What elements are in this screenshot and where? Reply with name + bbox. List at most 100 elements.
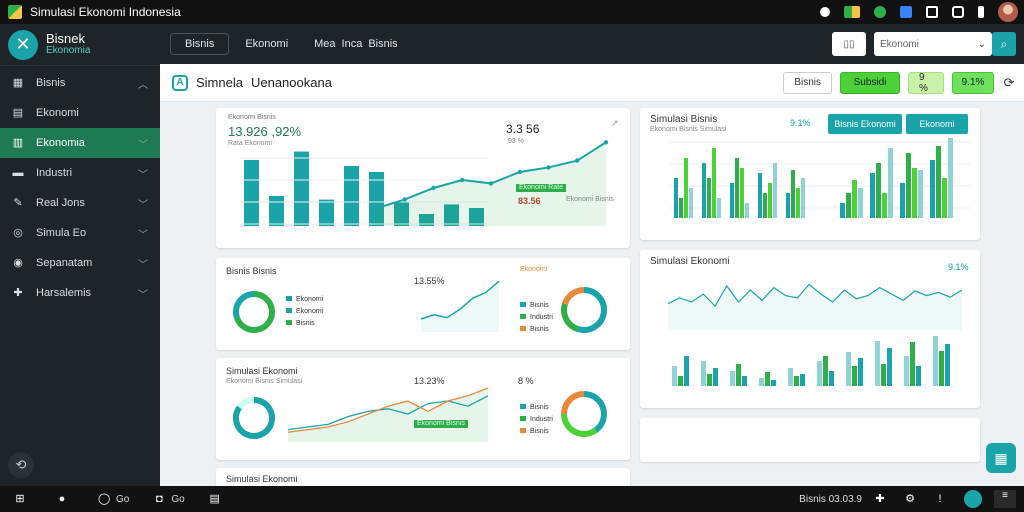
sidebar-item-label: Real Jons xyxy=(36,197,85,209)
sidebar-item-5[interactable]: ◎ Simula Eo ﹀ xyxy=(0,218,160,248)
top-link-bisnis[interactable]: Bisnis xyxy=(368,38,398,50)
start-icon[interactable]: ⊞ xyxy=(15,493,25,505)
sidebar-item-6[interactable]: ◉ Sepanatam ﹀ xyxy=(0,248,160,278)
category-select[interactable]: Ekonomi ⌄ xyxy=(874,32,992,56)
brand[interactable]: ✕ Bisnek Ekonomia xyxy=(0,24,160,66)
legend-swatch xyxy=(520,428,526,433)
chat-icon[interactable] xyxy=(952,6,964,18)
card2-button-2[interactable]: Ekonomi xyxy=(906,114,968,134)
taskbar-app-2[interactable]: ◯ Go xyxy=(98,493,130,505)
donut-left-slice-1 xyxy=(233,291,255,319)
search-icon[interactable]: ⌕ xyxy=(992,32,1016,56)
percent-button[interactable]: 9 % xyxy=(908,71,944,94)
donut-right-slice-1 xyxy=(561,413,598,437)
top-link-ekonomi[interactable]: Ekonomi xyxy=(245,38,289,50)
window-icon[interactable] xyxy=(926,6,938,18)
pin-icon[interactable] xyxy=(978,6,984,18)
tray-teal-icon[interactable] xyxy=(964,490,982,508)
taskbar-app-2-label: Go xyxy=(116,493,130,505)
sidebar-item-label: Simula Eo xyxy=(36,227,87,239)
bar-1-2 xyxy=(713,368,718,386)
sidebar-item-2[interactable]: ▥ Ekonomia ﹀ xyxy=(0,128,160,158)
sidebar-item-label: Ekonomia xyxy=(36,137,85,149)
trend-line xyxy=(420,280,500,320)
bar-2 xyxy=(269,196,284,226)
top-bisnis-button[interactable]: Bisnis xyxy=(170,33,230,55)
taskbar-app-1[interactable]: ● xyxy=(58,493,66,505)
tray-info-icon[interactable]: ! xyxy=(938,493,942,505)
refresh-icon[interactable]: ⟳ xyxy=(1003,74,1015,90)
legend-label: Bisnis xyxy=(530,428,549,435)
calendar-icon[interactable]: ▦ xyxy=(986,443,1016,473)
taskbar-app-3[interactable]: ◘ Go xyxy=(156,493,185,505)
card4-left-legend-1: Ekonomi xyxy=(286,308,323,315)
tray-puzzle-icon[interactable]: ✚ xyxy=(875,493,885,505)
sidebar-item-3[interactable]: ▬ Industri ﹀ xyxy=(0,158,160,188)
document-icon: ▤ xyxy=(12,107,24,119)
bisnis-button[interactable]: Bisnis xyxy=(783,71,832,94)
sidebar-item-0[interactable]: ▦ Bisnis ︿ xyxy=(0,68,160,98)
legend-label: Ekonomi xyxy=(296,308,324,315)
legend-swatch xyxy=(286,296,292,301)
top-link-inca[interactable]: Inca xyxy=(341,38,363,50)
legend-swatch xyxy=(520,326,526,331)
view-toggle-button[interactable]: ▯▯ xyxy=(832,32,866,56)
overview-value-2: 3.3 56 xyxy=(506,122,540,136)
bar-3-0 xyxy=(759,378,764,386)
bar-right-2-1 xyxy=(906,153,911,218)
card5-title: Simulasi Ekonomi xyxy=(226,366,298,376)
simulation-bars-card: Simulasi Bisnis Ekonomi Bisnis Simulasi … xyxy=(640,108,980,240)
area-fill xyxy=(668,284,962,330)
bar-0-1 xyxy=(678,376,683,386)
bar-right-1-0 xyxy=(870,173,875,218)
legend-swatch xyxy=(520,302,526,307)
notification-icon[interactable] xyxy=(900,6,912,18)
network-icon[interactable] xyxy=(874,6,886,18)
taskbar-app-3-label: Go xyxy=(171,493,185,505)
bar-left-4-1 xyxy=(791,170,795,218)
card2-subtitle: Ekonomi Bisnis Simulasi xyxy=(650,126,727,133)
settings-icon[interactable] xyxy=(820,7,830,17)
empty-card xyxy=(640,418,980,462)
card6-title: Simulasi Ekonomi xyxy=(226,474,298,484)
legend-label: Industri xyxy=(530,416,553,423)
legend-label: Bisnis xyxy=(530,302,549,309)
line-a xyxy=(287,395,489,431)
avatar[interactable] xyxy=(998,2,1018,22)
economy-simulation-card: Simulasi Ekonomi Ekonomi Bisnis Simulasi… xyxy=(216,358,630,460)
bar-4-2 xyxy=(800,374,805,386)
sidebar-item-7[interactable]: ✚ Harsalemis ﹀ xyxy=(0,278,160,308)
trend-point-0 xyxy=(373,206,379,211)
flag-icon[interactable] xyxy=(844,6,860,18)
donut-right-slice-2 xyxy=(561,391,585,415)
overview-chart-card: Ekonomi Bisnis 13.926 ,92% Rata Ekonomi … xyxy=(216,108,630,248)
expand-icon[interactable]: ↗ xyxy=(611,118,619,128)
collapse-icon[interactable]: ⟲ xyxy=(8,452,34,478)
donut-right-slice-0 xyxy=(576,287,607,333)
page-header: A Simnela Uenanookana Bisnis Subsidi 9 %… xyxy=(160,64,1024,102)
top-link-mea[interactable]: Mea xyxy=(314,38,336,50)
page-title: Simnela xyxy=(196,75,243,90)
bar-2-2 xyxy=(742,376,747,386)
bar-left-3-0 xyxy=(758,173,762,218)
bar-5-1 xyxy=(823,356,828,386)
sidebar-item-4[interactable]: ✎ Real Jons ﹀ xyxy=(0,188,160,218)
bar-9-2 xyxy=(945,344,950,386)
bar-7-2 xyxy=(887,348,892,386)
rate-button[interactable]: 9.1% xyxy=(952,71,994,94)
chevron-icon: ﹀ xyxy=(138,139,148,151)
bar-5-0 xyxy=(817,361,822,386)
taskbar-app-4[interactable]: ▤ xyxy=(209,493,220,505)
bar-right-0-0 xyxy=(840,203,845,218)
tray-menu-icon[interactable]: ≡ xyxy=(994,490,1016,508)
bar-left-2-2 xyxy=(740,168,744,218)
card2-pct: 9.1% xyxy=(790,118,811,128)
card2-button-1[interactable]: Bisnis Ekonomi xyxy=(828,114,902,134)
brand-logo-icon: ✕ xyxy=(8,29,38,60)
subsidi-button[interactable]: Subsidi xyxy=(840,71,900,94)
bar-6-1 xyxy=(852,366,857,386)
tray-settings-icon[interactable]: ⚙ xyxy=(905,493,915,505)
card4-right-legend-2: Bisnis xyxy=(520,326,549,333)
sidebar-item-1[interactable]: ▤ Ekonomi xyxy=(0,98,160,128)
taskbar: ⊞ ● ◯ Go ◘ Go ▤ Bisnis 03.03.9 ✚ ⚙ ! ≡ xyxy=(0,486,1024,512)
